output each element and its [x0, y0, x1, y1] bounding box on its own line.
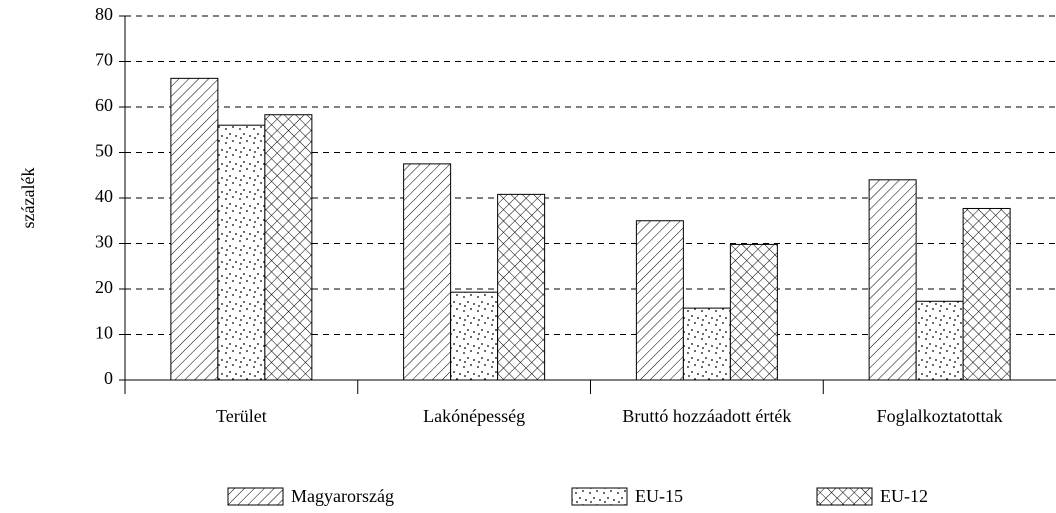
y-tick-label: 30	[95, 232, 113, 252]
legend-label: EU-12	[880, 486, 928, 506]
y-tick-label: 20	[95, 277, 113, 297]
x-tick-label: Bruttó hozzáadott érték	[622, 406, 791, 426]
x-tick-label: Foglalkoztatottak	[877, 406, 1003, 426]
legend-swatch	[816, 487, 873, 506]
legend-label: EU-15	[635, 486, 683, 506]
bar	[635, 220, 684, 381]
legend-swatch	[227, 487, 284, 506]
bar	[868, 179, 917, 381]
legend-swatch	[571, 487, 628, 506]
y-tick-label: 60	[95, 95, 113, 115]
y-tick-label: 50	[95, 141, 113, 161]
x-tick-label: Terület	[216, 406, 267, 426]
y-tick-label: 40	[95, 186, 113, 206]
bar	[217, 124, 266, 381]
bar	[962, 207, 1011, 381]
y-tick-label: 10	[95, 323, 113, 343]
bar	[915, 300, 964, 381]
bar	[403, 163, 452, 381]
bar	[729, 243, 778, 381]
bar	[497, 193, 546, 381]
bar	[450, 291, 499, 381]
legend-label: Magyarország	[291, 486, 394, 506]
y-axis-label: százalék	[18, 168, 38, 229]
bar	[170, 77, 219, 381]
y-tick-label: 80	[95, 4, 113, 24]
bar	[264, 114, 313, 381]
y-tick-label: 0	[104, 368, 113, 388]
x-tick-label: Lakónépesség	[423, 406, 525, 426]
y-tick-label: 70	[95, 50, 113, 70]
bar	[682, 307, 731, 381]
